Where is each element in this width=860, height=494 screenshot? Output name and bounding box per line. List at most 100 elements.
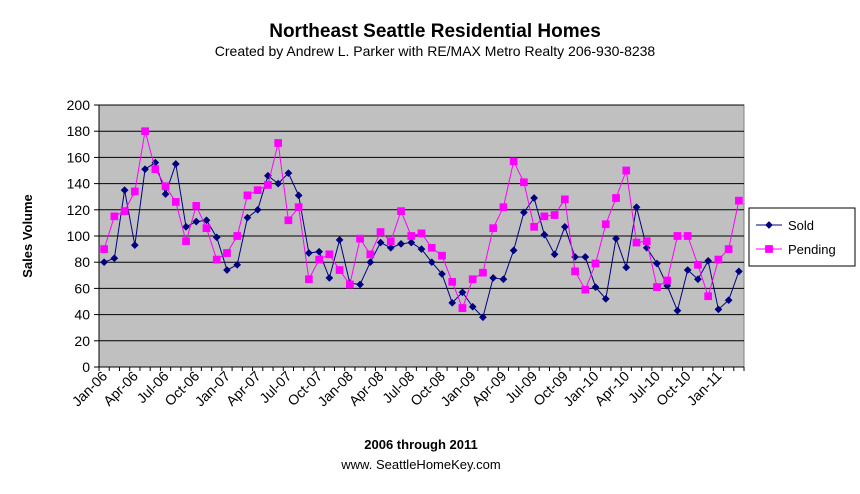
data-point-sold <box>192 217 201 226</box>
data-point-sold <box>612 234 620 243</box>
data-point-pending <box>223 249 231 257</box>
data-point-pending <box>550 211 559 219</box>
data-point-pending <box>438 251 446 260</box>
y-tick-label: 40 <box>74 307 90 323</box>
data-point-sold <box>581 253 590 261</box>
data-point-pending <box>479 268 487 277</box>
data-point-sold <box>448 298 457 307</box>
y-tick-label: 200 <box>67 97 91 113</box>
data-point-sold <box>550 250 559 259</box>
data-point-sold <box>315 247 324 256</box>
data-point-sold <box>714 305 723 314</box>
data-point-pending <box>683 232 692 240</box>
y-tick-label: 100 <box>67 228 91 244</box>
series-sold <box>100 158 743 322</box>
data-point-sold <box>734 267 743 276</box>
data-point-sold <box>663 281 672 290</box>
data-point-sold <box>560 222 569 231</box>
data-point-pending <box>724 245 733 253</box>
data-point-sold <box>458 288 467 297</box>
data-point-pending <box>386 237 395 246</box>
data-point-pending <box>468 275 477 284</box>
data-point-pending <box>294 203 303 212</box>
data-point-pending <box>694 260 702 269</box>
y-tick-label: 120 <box>67 202 91 218</box>
data-point-pending <box>345 280 354 289</box>
data-point-sold <box>110 254 119 263</box>
data-point-sold <box>632 203 641 212</box>
chart-title: Northeast Seattle Residential Homes <box>269 21 601 42</box>
data-point-sold <box>499 275 508 284</box>
data-point-pending <box>305 275 313 284</box>
data-point-pending <box>151 165 160 174</box>
data-point-pending <box>264 181 272 189</box>
y-axis-ticks: 0 20 40 60 80 100 120 140 160 180 200 <box>67 97 744 375</box>
data-point-sold <box>161 190 170 199</box>
data-point-sold <box>253 205 262 214</box>
x-tick-label: Apr-08 <box>346 368 387 409</box>
data-point-pending <box>171 198 180 206</box>
data-point-pending <box>100 245 108 253</box>
data-point-sold <box>233 260 242 269</box>
data-point-sold <box>724 296 733 305</box>
legend-marker <box>765 221 773 229</box>
data-point-sold <box>519 208 528 217</box>
data-point-sold <box>693 275 702 284</box>
data-point-sold <box>478 313 487 322</box>
series-layer <box>100 127 743 322</box>
data-point-sold <box>223 266 231 275</box>
y-tick-label: 60 <box>74 280 90 296</box>
data-point-pending <box>663 276 672 285</box>
data-point-pending <box>110 212 119 221</box>
y-tick-label: 160 <box>67 149 91 165</box>
data-point-sold <box>202 216 211 225</box>
data-point-pending <box>448 278 457 286</box>
data-point-sold <box>100 258 109 267</box>
x-tick-label: Apr-10 <box>591 368 632 409</box>
data-point-pending <box>673 232 682 240</box>
data-point-pending <box>571 267 579 276</box>
data-point-pending <box>335 266 344 274</box>
data-point-sold <box>171 159 180 168</box>
data-point-pending <box>274 139 283 147</box>
data-point-pending <box>622 166 631 175</box>
data-point-pending <box>253 186 262 195</box>
data-point-pending <box>581 285 590 294</box>
data-point-sold <box>489 273 498 282</box>
data-point-sold <box>438 270 446 278</box>
data-point-pending <box>735 196 743 205</box>
data-point-pending <box>120 207 129 215</box>
y-axis-title: Sales Volume <box>20 194 35 278</box>
data-point-pending <box>356 234 364 243</box>
data-point-pending <box>458 304 467 312</box>
x-tick-label: Jan-07 <box>192 368 234 410</box>
data-point-sold <box>274 179 283 188</box>
data-point-sold <box>130 241 139 250</box>
data-point-pending <box>376 228 385 236</box>
data-point-pending <box>601 220 610 229</box>
data-point-pending <box>315 255 323 264</box>
data-point-sold <box>540 230 549 239</box>
data-point-sold <box>141 165 150 174</box>
y-tick-label: 20 <box>74 333 90 349</box>
data-point-pending <box>407 232 416 240</box>
data-point-sold <box>591 283 600 292</box>
y-tick-label: 0 <box>82 359 90 375</box>
data-point-sold <box>366 258 375 267</box>
data-point-sold <box>601 294 610 303</box>
data-point-sold <box>325 273 334 282</box>
x-tick-label: Apr-06 <box>100 368 141 409</box>
x-tick-label: Jan-08 <box>314 368 356 410</box>
data-point-pending <box>202 224 211 232</box>
data-point-sold <box>284 169 293 178</box>
data-point-sold <box>397 239 405 248</box>
data-point-pending <box>530 222 538 231</box>
data-point-sold <box>417 245 426 254</box>
data-point-pending <box>540 212 549 221</box>
data-point-pending <box>130 187 139 196</box>
footer-url: www. SeattleHomeKey.com <box>340 457 500 472</box>
legend-box <box>748 207 856 267</box>
data-point-pending <box>509 157 518 166</box>
data-point-pending <box>714 255 723 264</box>
data-point-sold <box>622 263 631 272</box>
